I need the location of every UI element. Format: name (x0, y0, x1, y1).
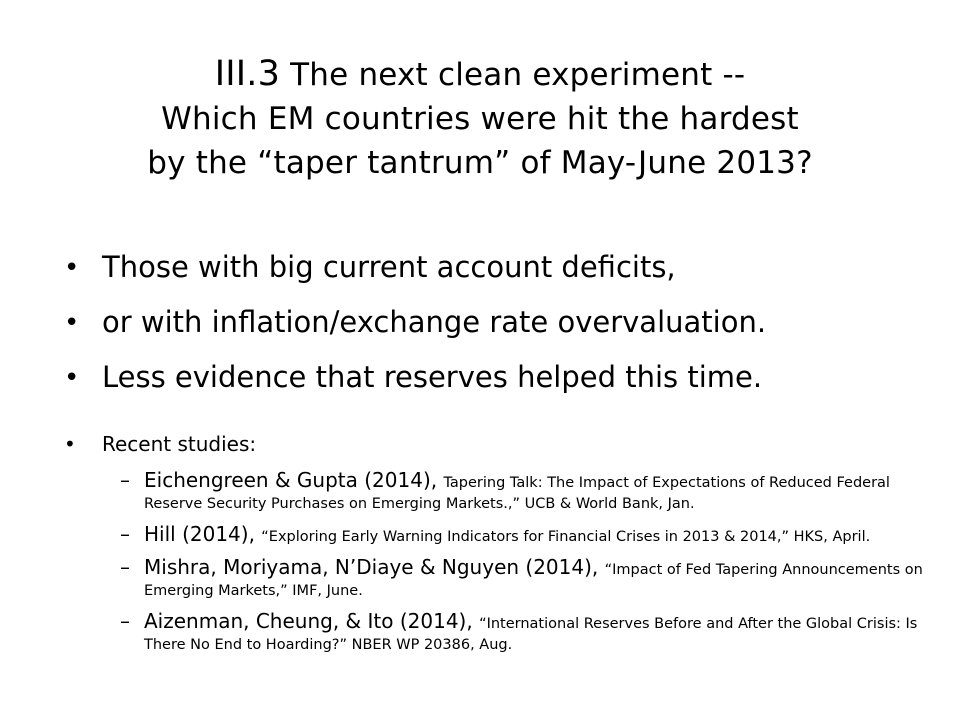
main-bullet-text: Those with big current account deficits, (102, 250, 676, 284)
main-bullet-item: • Less evidence that reserves helped this… (64, 360, 944, 395)
reference-list: – Eichengreen & Gupta (2014), Tapering T… (64, 468, 934, 655)
reference-authors: Eichengreen & Gupta (2014), (144, 468, 444, 492)
dash-bullet-icon: – (120, 555, 130, 579)
title-line-1-text: The next clean experiment -- (280, 57, 746, 93)
reference-citation: “International Reserves Before and After… (144, 616, 918, 653)
main-bullet-list: • Those with big current account deficits… (64, 250, 944, 415)
bullet-dot-icon: • (64, 253, 80, 283)
title-section-number: III.3 (214, 54, 281, 94)
slide-title: III.3 The next clean experiment -- Which… (60, 52, 900, 185)
main-bullet-text: Less evidence that reserves helped this … (102, 360, 763, 394)
main-bullet-text: or with inflation/exchange rate overvalu… (102, 305, 767, 339)
title-line-3: by the “taper tantrum” of May-June 2013? (147, 145, 813, 181)
reference-citation: “Impact of Fed Tapering Announcements on… (144, 562, 923, 599)
bullet-dot-icon: • (64, 308, 80, 338)
reference-citation: “Exploring Early Warning Indicators for … (261, 529, 871, 545)
reference-authors: Aizenman, Cheung, & Ito (2014), (144, 609, 480, 633)
title-line-2: Which EM countries were hit the hardest (161, 101, 799, 137)
reference-item: – Aizenman, Cheung, & Ito (2014), “Inter… (64, 609, 934, 655)
recent-studies-heading-text: Recent studies: (102, 432, 257, 456)
reference-item: – Eichengreen & Gupta (2014), Tapering T… (64, 468, 934, 514)
reference-authors: Hill (2014), (144, 522, 262, 546)
dash-bullet-icon: – (120, 468, 130, 492)
recent-studies-section: • Recent studies: – Eichengreen & Gupta (… (64, 430, 934, 663)
title-line-1: III.3 The next clean experiment -- (60, 52, 900, 97)
recent-studies-heading: • Recent studies: (64, 430, 934, 458)
reference-item: – Hill (2014), “Exploring Early Warning … (64, 522, 934, 547)
reference-authors: Mishra, Moriyama, N’Diaye & Nguyen (2014… (144, 555, 605, 579)
reference-item: – Mishra, Moriyama, N’Diaye & Nguyen (20… (64, 555, 934, 601)
dash-bullet-icon: – (120, 522, 130, 546)
main-bullet-item: • or with inflation/exchange rate overval… (64, 305, 944, 340)
bullet-dot-icon: • (64, 432, 76, 456)
bullet-dot-icon: • (64, 363, 80, 393)
dash-bullet-icon: – (120, 609, 130, 633)
main-bullet-item: • Those with big current account deficits… (64, 250, 944, 285)
reference-citation: Tapering Talk: The Impact of Expectation… (144, 475, 890, 512)
